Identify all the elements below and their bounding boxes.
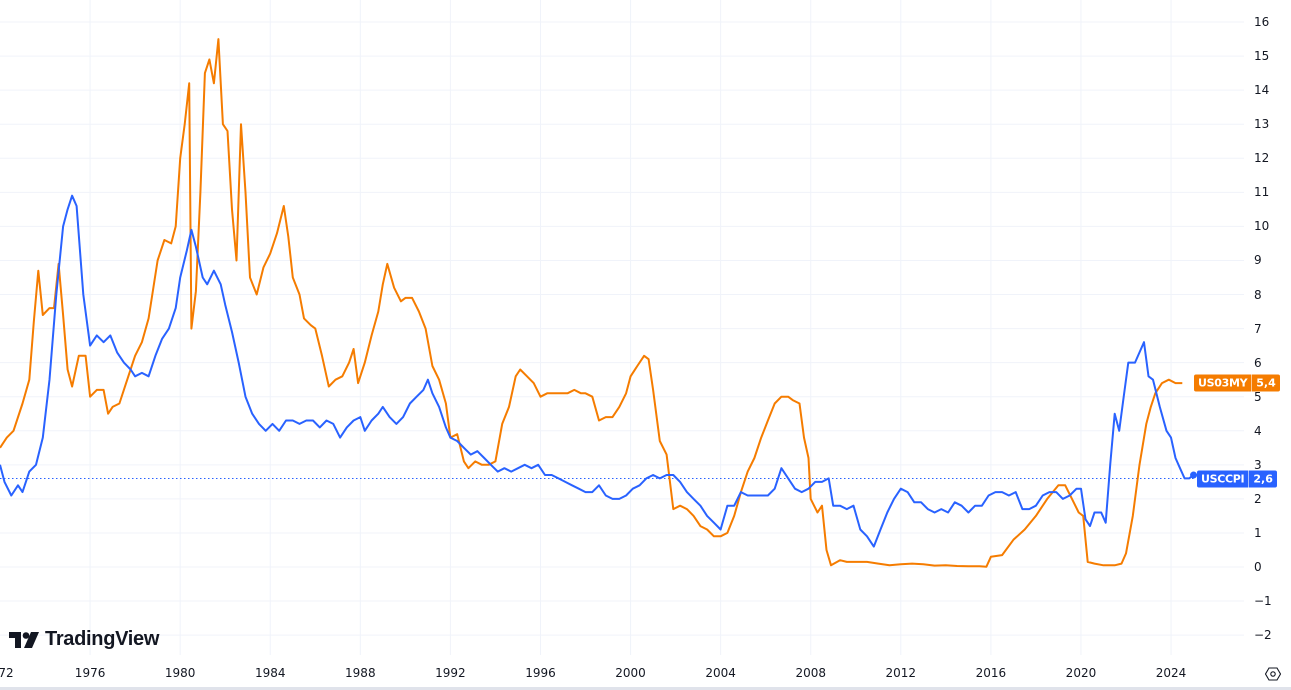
us03my-line: [0, 38, 1183, 568]
x-axis-tick-label: 1980: [164, 666, 196, 680]
x-axis-tick-label: 2012: [885, 666, 917, 680]
y-axis-tick-label: 0: [1254, 560, 1262, 574]
y-axis-tick-label: 10: [1254, 219, 1270, 234]
y-axis-tick-label: −1: [1254, 594, 1272, 609]
tradingview-logo[interactable]: TradingView: [9, 628, 159, 651]
y-axis-tick-label: 2: [1254, 491, 1262, 506]
y-axis-tick-label: 9: [1254, 253, 1262, 268]
tradingview-logo-icon: [9, 631, 39, 648]
y-axis-tick-label: 8: [1254, 287, 1262, 302]
y-axis-tick-label: 15: [1254, 49, 1270, 64]
x-axis-tick-label: 72: [0, 666, 14, 680]
x-axis-tick-label: 2024: [1155, 666, 1187, 680]
x-axis-tick-label: 2000: [615, 666, 646, 680]
x-axis-tick-label: 1984: [254, 666, 286, 680]
x-axis-tick-label: 2004: [705, 666, 736, 680]
y-axis-tick-label: 14: [1254, 83, 1270, 98]
usccpi-symbol-label: USCCPI: [1197, 470, 1249, 488]
y-axis-tick-label: 11: [1254, 185, 1270, 200]
x-axis-tick-label: 2016: [975, 666, 1007, 680]
us03my-price-badge: US03MY 5,4: [1194, 374, 1280, 392]
bottom-border: [0, 687, 1291, 690]
tradingview-logo-text: TradingView: [45, 628, 160, 650]
x-axis-tick-label: 2008: [795, 666, 826, 680]
grid-lines: [0, 0, 1244, 655]
y-axis-tick-label: 5: [1254, 389, 1262, 404]
y-axis-tick-label: 7: [1254, 321, 1262, 336]
x-axis-tick-label: 1988: [345, 666, 376, 680]
y-axis-tick-label: 6: [1254, 355, 1262, 370]
us03my-value-label: 5,4: [1251, 374, 1280, 392]
usccpi-last-point-marker: [1190, 471, 1198, 479]
us03my-symbol-label: US03MY: [1194, 374, 1252, 392]
y-axis-tick-label: 12: [1254, 151, 1270, 166]
usccpi-value-label: 2,6: [1248, 470, 1277, 488]
y-axis-tick-label: 3: [1254, 457, 1262, 472]
y-axis-tick-label: −2: [1254, 628, 1272, 643]
x-axis-tick-label: 1976: [74, 666, 106, 680]
y-axis-tick-label: 1: [1254, 525, 1262, 540]
y-axis-tick-label: 4: [1254, 423, 1262, 438]
x-axis-tick-label: 1992: [435, 666, 466, 680]
y-axis-tick-label: 16: [1254, 15, 1270, 30]
settings-hexagon-icon[interactable]: [1264, 666, 1282, 682]
usccpi-price-badge: USCCPI 2,6: [1197, 470, 1277, 488]
x-axis-tick-label: 2020: [1065, 666, 1097, 680]
usccpi-line: [0, 194, 1195, 548]
y-axis-tick-label: 13: [1254, 117, 1270, 132]
x-axis-tick-label: 1996: [525, 666, 556, 680]
